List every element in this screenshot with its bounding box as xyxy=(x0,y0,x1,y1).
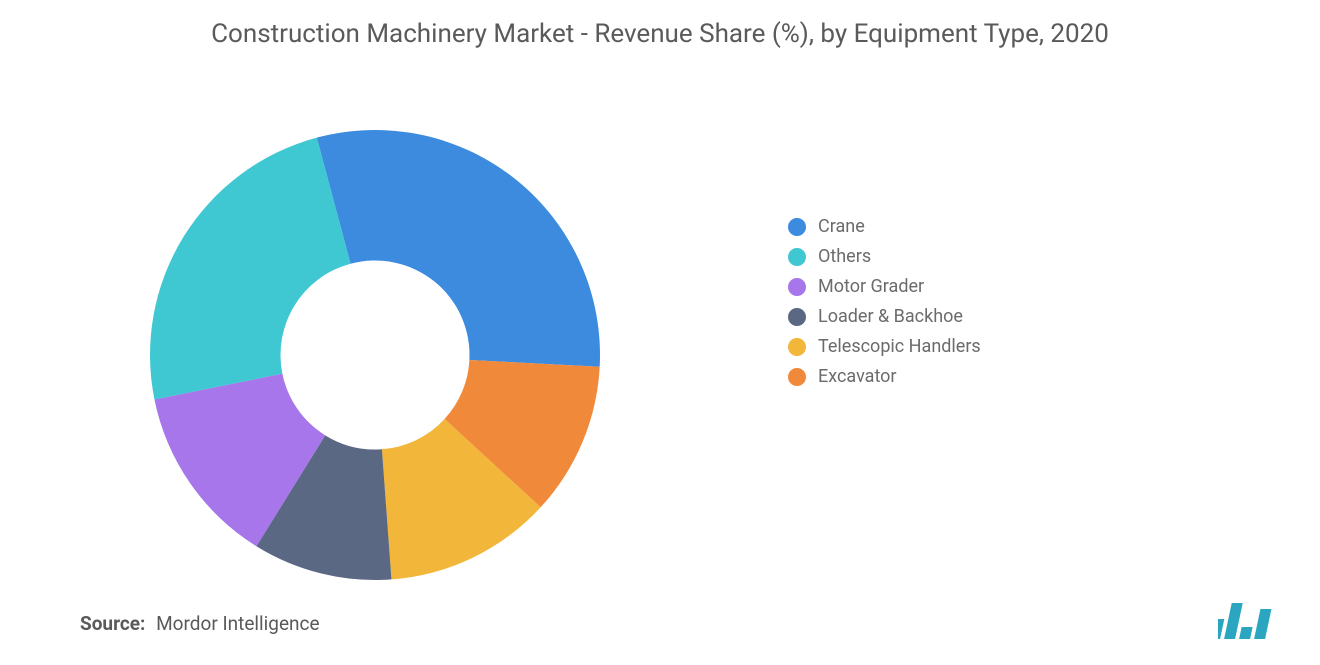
logo-bar xyxy=(1218,619,1224,639)
legend-item-telescopic: Telescopic Handlers xyxy=(788,336,981,357)
legend-item-motor: Motor Grader xyxy=(788,276,981,297)
chart-title: Construction Machinery Market - Revenue … xyxy=(0,18,1320,51)
legend-label-telescopic: Telescopic Handlers xyxy=(818,336,981,357)
legend-label-loader: Loader & Backhoe xyxy=(818,306,963,327)
legend-item-excavator: Excavator xyxy=(788,366,981,387)
legend-item-loader: Loader & Backhoe xyxy=(788,306,981,327)
legend-label-motor: Motor Grader xyxy=(818,276,924,297)
legend-swatch-telescopic xyxy=(788,338,806,356)
slice-crane xyxy=(317,130,600,367)
legend-swatch-others xyxy=(788,248,806,266)
donut-svg xyxy=(140,120,610,590)
slice-others xyxy=(150,138,351,400)
logo-bar xyxy=(1224,603,1243,639)
legend-swatch-excavator xyxy=(788,368,806,386)
legend-label-others: Others xyxy=(818,246,871,267)
legend-label-excavator: Excavator xyxy=(818,366,897,387)
legend-swatch-crane xyxy=(788,218,806,236)
chart-card: Construction Machinery Market - Revenue … xyxy=(0,0,1320,665)
legend-item-crane: Crane xyxy=(788,216,981,237)
legend-item-others: Others xyxy=(788,246,981,267)
chart-legend: Crane Others Motor Grader Loader & Backhoe T… xyxy=(788,216,981,396)
source-value: Mordor Intelligence xyxy=(156,612,319,635)
legend-swatch-loader xyxy=(788,308,806,326)
mordor-intelligence-logo xyxy=(1218,597,1278,641)
legend-label-crane: Crane xyxy=(818,216,865,237)
source-line: Source: Mordor Intelligence xyxy=(80,612,320,635)
logo-bar xyxy=(1254,609,1271,639)
legend-swatch-motor xyxy=(788,278,806,296)
donut-chart xyxy=(140,120,610,590)
source-label: Source: xyxy=(80,612,145,635)
logo-bar xyxy=(1239,627,1253,639)
